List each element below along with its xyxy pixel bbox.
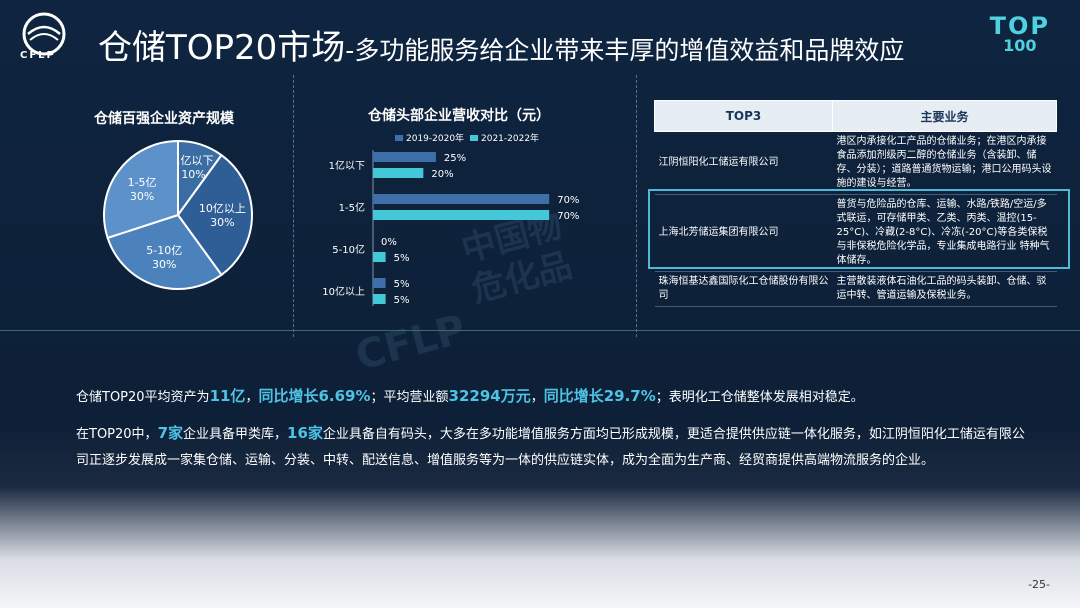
legend-label: 2021-2022年 xyxy=(481,132,539,144)
page-number: -25- xyxy=(1028,578,1050,591)
pie-slice xyxy=(106,213,223,290)
bar-value-label: 25% xyxy=(444,153,466,164)
text: ， xyxy=(530,390,544,405)
legend-swatch xyxy=(470,135,478,141)
highlight-value: 16家 xyxy=(287,424,323,442)
pie-slice-value: 30% xyxy=(152,258,176,271)
summary-paragraph-2: 在TOP20中，7家企业具备甲类库，16家企业具备自有码头，大多在多功能增值服务… xyxy=(76,420,1036,474)
pie-slice xyxy=(176,153,253,277)
text: 企业具备自有码头，大多在多功能增值服务方面均已形成规模，更适合提供供应链一体化服… xyxy=(76,427,1025,468)
company-name: 上海北芳储运集团有限公司 xyxy=(654,194,833,272)
row-highlight-box xyxy=(648,189,1070,269)
bar-chart: 2019-2020年 2021-2022年 1亿以下 25% 20% 1-5亿 70% 70%… xyxy=(322,132,579,306)
text: 仓储TOP20平均资产为 xyxy=(76,390,210,405)
top3-table: TOP3 主要业务 江阴恒阳化工储运有限公司 港区内承接化工产品的仓储业务；在港… xyxy=(654,100,1057,307)
divider-right xyxy=(636,75,637,337)
highlight-value: 32294万元 xyxy=(448,387,531,405)
bar-chart-title: 仓储头部企业营收对比（元） xyxy=(368,108,550,124)
pie-slice xyxy=(103,140,179,240)
pie-chart-title: 仓储百强企业资产规模 xyxy=(94,111,234,127)
text: 在TOP20中， xyxy=(76,427,158,442)
bar-value-label: 5% xyxy=(394,295,410,306)
bar-value-label: 70% xyxy=(557,195,579,206)
legend-swatch xyxy=(395,135,403,141)
table-header-row: TOP3 主要业务 xyxy=(654,100,1057,132)
text: ， xyxy=(245,390,259,405)
highlight-value: 11亿 xyxy=(209,387,246,405)
bar-category-label: 5-10亿 xyxy=(332,243,365,256)
pie-slice-value: 10% xyxy=(181,168,205,181)
pie-slice-label: 1-5亿 xyxy=(128,176,157,189)
divider-horizontal xyxy=(0,330,1080,331)
pie-slice-label: 1亿以下 xyxy=(174,154,214,167)
badge-top: TOP xyxy=(989,12,1050,40)
page-title: 仓储TOP20市场-多功能服务给企业带来丰厚的增值效益和品牌效应 xyxy=(98,20,904,69)
pie-slice-label: 5-10亿 xyxy=(146,244,182,257)
company-business: 主营散装液体石油化工品的码头装卸、仓储、驳运中转、管道运输及保税业务。 xyxy=(832,271,1057,307)
summary-paragraph-1: 仓储TOP20平均资产为11亿，同比增长6.69%；平均营业额32294万元，同… xyxy=(76,383,1036,411)
top100-badge: TOP 100 xyxy=(990,14,1050,54)
highlight-value: 同比增长29.7% xyxy=(543,387,656,405)
bar-category-label: 10亿以上 xyxy=(322,285,365,298)
bar xyxy=(373,294,386,304)
pie-slice-value: 30% xyxy=(210,216,234,229)
bar xyxy=(373,152,436,162)
text: 企业具备甲类库， xyxy=(183,427,288,442)
bar xyxy=(373,194,550,204)
text: ；表明化工仓储整体发展相对稳定。 xyxy=(655,390,864,405)
company-business: 普货与危险品的仓库、运输、水路/铁路/空运/多式联运，可存储甲类、乙类、丙类、温… xyxy=(832,194,1057,272)
title-main: 仓储TOP20市场 xyxy=(98,28,346,68)
text: ；平均营业额 xyxy=(370,390,449,405)
logo-text: CFLP xyxy=(20,50,56,61)
bar xyxy=(373,168,424,178)
divider-left xyxy=(293,75,294,337)
cflp-logo-icon xyxy=(22,12,66,56)
table-row: 上海北芳储运集团有限公司 普货与危险品的仓库、运输、水路/铁路/空运/多式联运，… xyxy=(654,194,1057,272)
bar xyxy=(373,278,386,288)
pie-slice-label: 10亿以上 xyxy=(199,202,246,215)
table-header-business: 主要业务 xyxy=(832,100,1057,132)
company-name: 江阴恒阳化工储运有限公司 xyxy=(654,131,833,195)
bar xyxy=(373,210,550,220)
badge-num: 100 xyxy=(1003,36,1037,55)
bar-category-label: 1亿以下 xyxy=(329,159,365,172)
table-row: 珠海恒基达鑫国际化工仓储股份有限公司 主营散装液体石油化工品的码头装卸、仓储、驳… xyxy=(654,271,1057,307)
bar-value-label: 20% xyxy=(431,169,453,180)
pie-slice-value: 30% xyxy=(130,190,154,203)
company-name: 珠海恒基达鑫国际化工仓储股份有限公司 xyxy=(654,271,833,307)
highlight-value: 7家 xyxy=(157,424,183,442)
table-header-top3: TOP3 xyxy=(654,100,833,132)
title-sub: -多功能服务给企业带来丰厚的增值效益和品牌效应 xyxy=(345,36,905,65)
watermark-cflp: CFLP xyxy=(350,306,471,380)
bar-value-label: 0% xyxy=(381,237,397,248)
highlight-value: 同比增长6.69% xyxy=(258,387,371,405)
bar-value-label: 70% xyxy=(557,211,579,222)
legend-label: 2019-2020年 xyxy=(406,132,464,144)
bar-value-label: 5% xyxy=(394,279,410,290)
bar-legend: 2019-2020年 2021-2022年 xyxy=(395,132,539,144)
bar xyxy=(373,252,386,262)
company-business: 港区内承接化工产品的仓储业务；在港区内承接食品添加剂级丙二醇的仓储业务（含装卸、… xyxy=(832,131,1057,195)
bar-value-label: 5% xyxy=(394,253,410,264)
bar-category-label: 1-5亿 xyxy=(339,201,365,214)
table-row: 江阴恒阳化工储运有限公司 港区内承接化工产品的仓储业务；在港区内承接食品添加剂级… xyxy=(654,131,1057,195)
